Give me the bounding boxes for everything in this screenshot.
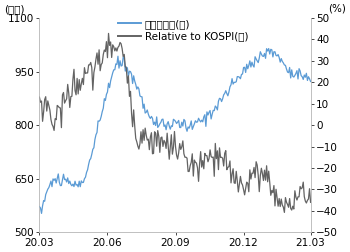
- Text: (%): (%): [328, 4, 346, 14]
- Text: (천원): (천원): [4, 4, 25, 14]
- Legend: 엔씨소프트(좌), Relative to KOSPI(우): 엔씨소프트(좌), Relative to KOSPI(우): [118, 19, 248, 42]
